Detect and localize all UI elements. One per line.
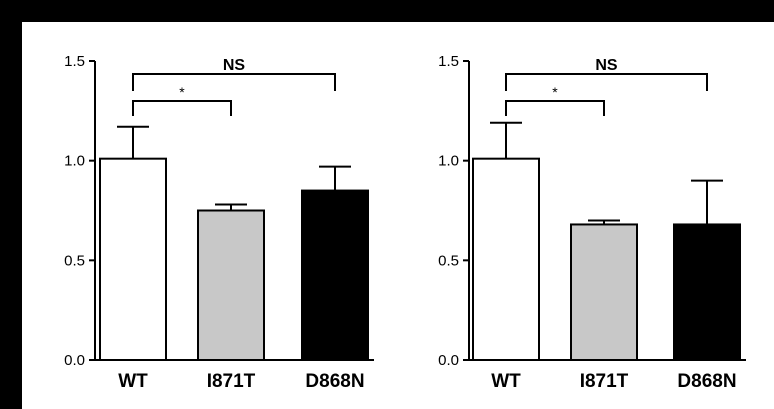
y-tick-label: 1.5 [438, 53, 459, 70]
significance-label: * [552, 84, 558, 100]
bar-i871t [570, 223, 638, 361]
chart-1: 0.0 0.5 1.0 1.5 WT I871T D868N * NS [64, 53, 374, 392]
significance-bracket [132, 73, 336, 91]
bar-d868n [301, 189, 369, 361]
x-tick-label: I871T [580, 371, 629, 392]
x-tick-label: WT [118, 371, 148, 392]
y-tick-label: 1.0 [64, 153, 85, 170]
x-tick-label: D868N [677, 371, 736, 392]
x-tick-label: D868N [305, 371, 364, 392]
y-tick-label: 1.5 [64, 53, 85, 70]
bar-wt [472, 157, 540, 361]
x-tick-label: WT [491, 371, 521, 392]
significance-label: * [179, 84, 185, 100]
chart-2: 0.0 0.5 1.0 1.5 WT I871T D868N * NS [438, 53, 746, 392]
significance-bracket [132, 100, 232, 116]
significance-bracket [505, 73, 708, 91]
y-tick-label: 0.5 [438, 252, 459, 269]
y-tick-label: 0.0 [64, 352, 85, 369]
bar-wt [99, 157, 167, 361]
y-tick-label: 0.5 [64, 252, 85, 269]
bar-i871t [197, 209, 265, 361]
significance-label: NS [595, 57, 618, 74]
significance-label: NS [223, 57, 246, 74]
x-tick-label: I871T [207, 371, 256, 392]
significance-bracket [505, 100, 605, 116]
bar-d868n [673, 223, 741, 361]
y-tick-label: 0.0 [438, 352, 459, 369]
y-tick-label: 1.0 [438, 153, 459, 170]
